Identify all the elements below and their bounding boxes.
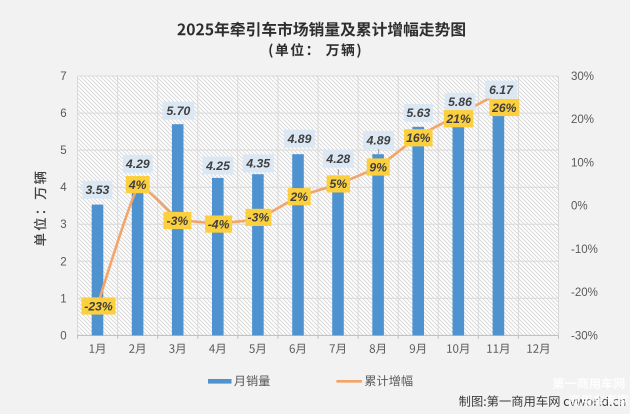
svg-text:5.70: 5.70 — [167, 104, 191, 118]
svg-text:30%: 30% — [571, 71, 594, 83]
svg-text:5: 5 — [60, 145, 66, 157]
svg-text:-20%: -20% — [571, 287, 598, 299]
svg-text:20%: 20% — [571, 114, 594, 126]
svg-text:6: 6 — [60, 108, 66, 120]
svg-text:-3%: -3% — [167, 214, 189, 228]
svg-text:7: 7 — [60, 71, 66, 83]
svg-text:2%: 2% — [289, 190, 308, 204]
svg-text:4: 4 — [60, 182, 67, 194]
svg-text:4.25: 4.25 — [205, 159, 230, 173]
svg-text:-4%: -4% — [208, 217, 230, 231]
svg-text:4.89: 4.89 — [287, 132, 312, 146]
svg-text:-10%: -10% — [571, 244, 598, 256]
svg-text:9%: 9% — [369, 160, 387, 174]
svg-text:0: 0 — [60, 330, 66, 342]
svg-text:6.17: 6.17 — [489, 83, 514, 97]
svg-text:2: 2 — [60, 256, 66, 268]
svg-text:0%: 0% — [571, 201, 588, 213]
svg-text:16%: 16% — [406, 131, 431, 145]
svg-text:-30%: -30% — [571, 330, 598, 342]
svg-text:-23%: -23% — [84, 299, 113, 313]
svg-text:21%: 21% — [445, 112, 471, 126]
svg-text:-3%: -3% — [248, 211, 270, 225]
svg-text:4.28: 4.28 — [325, 152, 350, 166]
svg-text:10%: 10% — [571, 158, 594, 170]
svg-text:4.35: 4.35 — [245, 157, 270, 171]
svg-text:3.53: 3.53 — [86, 183, 110, 197]
svg-text:5.63: 5.63 — [407, 106, 431, 120]
svg-text:5%: 5% — [329, 177, 347, 191]
svg-text:4%: 4% — [128, 178, 147, 192]
svg-text:1: 1 — [60, 293, 66, 305]
svg-text:4.29: 4.29 — [125, 157, 150, 171]
svg-text:26%: 26% — [491, 101, 517, 115]
svg-text:5.86: 5.86 — [448, 95, 472, 109]
svg-text:3: 3 — [60, 219, 66, 231]
svg-text:4.89: 4.89 — [366, 133, 391, 147]
